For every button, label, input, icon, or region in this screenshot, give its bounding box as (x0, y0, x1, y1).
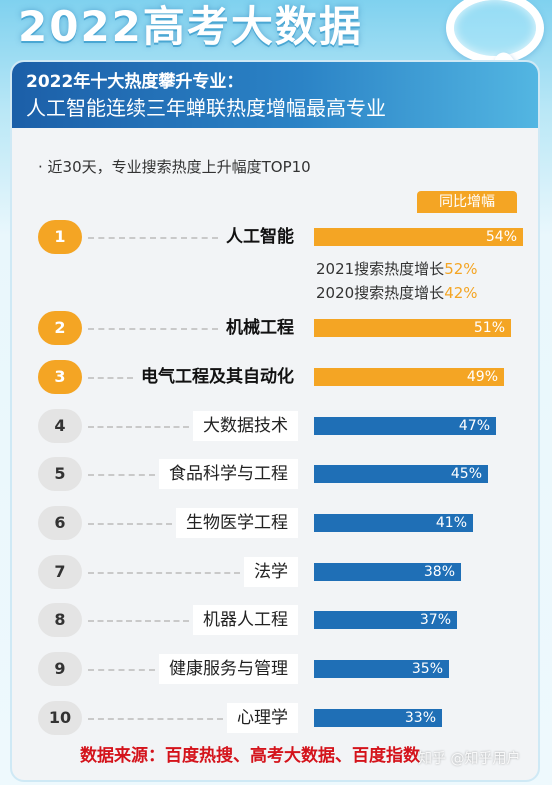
note-2020-prefix: 2020搜索热度增长 (316, 284, 445, 302)
rank-badge: 6 (38, 506, 82, 540)
card-header: 2022年十大热度攀升专业： 人工智能连续三年蝉联热度增幅最高专业 (12, 62, 538, 128)
headline: 2022高考大数据 (18, 2, 363, 51)
note-2020: 2020搜索热度增长42% (316, 282, 478, 303)
bar (314, 319, 511, 337)
leader-line (88, 328, 218, 330)
rank-badge: 4 (38, 409, 82, 443)
bar (314, 368, 504, 386)
leader-line (88, 718, 223, 720)
data-source: 数据来源：百度热搜、高考大数据、百度指数 (80, 746, 420, 766)
category-label: 法学 (244, 557, 298, 587)
legend-tag: 同比增幅 (417, 191, 517, 213)
category-label: 电气工程及其自动化 (141, 367, 294, 387)
magnifier-icon (446, 0, 544, 64)
leader-line (88, 572, 240, 574)
bar (314, 417, 496, 435)
note-2021-value: 52% (444, 260, 478, 278)
bar (314, 611, 457, 629)
rank-badge: 1 (38, 220, 82, 254)
leader-line (88, 523, 172, 525)
category-label: 心理学 (227, 703, 298, 733)
bar (314, 660, 449, 678)
rank-badge: 7 (38, 555, 82, 589)
category-label: 食品科学与工程 (159, 459, 298, 489)
header-line2: 人工智能连续三年蝉联热度增幅最高专业 (26, 96, 386, 120)
rank-badge: 5 (38, 457, 82, 491)
bar (314, 514, 473, 532)
rank-badge: 9 (38, 652, 82, 686)
bar-value-label: 41% (435, 515, 467, 531)
bar-value-label: 33% (404, 710, 436, 726)
rank-badge: 10 (38, 701, 82, 735)
note-2020-value: 42% (444, 284, 478, 302)
bar-value-label: 45% (450, 466, 482, 482)
category-label: 生物医学工程 (176, 508, 298, 538)
bar (314, 709, 442, 727)
leader-line (88, 474, 155, 476)
header-line1: 2022年十大热度攀升专业： (26, 72, 244, 92)
bar-value-label: 37% (419, 612, 451, 628)
bar-value-label: 54% (485, 229, 517, 245)
category-label: 机器人工程 (193, 605, 298, 635)
leader-line (88, 669, 155, 671)
category-label: 健康服务与管理 (159, 654, 298, 684)
bar (314, 465, 488, 483)
bar-value-label: 47% (458, 418, 490, 434)
leader-line (88, 377, 133, 379)
category-label: 大数据技术 (193, 411, 298, 441)
bar-value-label: 49% (466, 369, 498, 385)
rank-badge: 8 (38, 603, 82, 637)
leader-line (88, 620, 189, 622)
bar-value-label: 51% (473, 320, 505, 336)
chart-subtitle: · 近30天，专业搜索热度上升幅度TOP10 (38, 158, 311, 176)
leader-line (88, 237, 218, 239)
leader-line (88, 426, 189, 428)
category-label: 机械工程 (226, 318, 294, 338)
bar-value-label: 35% (411, 661, 443, 677)
bar-value-label: 38% (423, 564, 455, 580)
bar (314, 563, 461, 581)
note-2021-prefix: 2021搜索热度增长 (316, 260, 445, 278)
bar (314, 228, 523, 246)
note-2021: 2021搜索热度增长52% (316, 258, 478, 279)
rank-badge: 2 (38, 311, 82, 345)
rank-badge: 3 (38, 360, 82, 394)
category-label: 人工智能 (226, 227, 294, 247)
watermark: 知乎 @知乎用户 (418, 751, 521, 767)
